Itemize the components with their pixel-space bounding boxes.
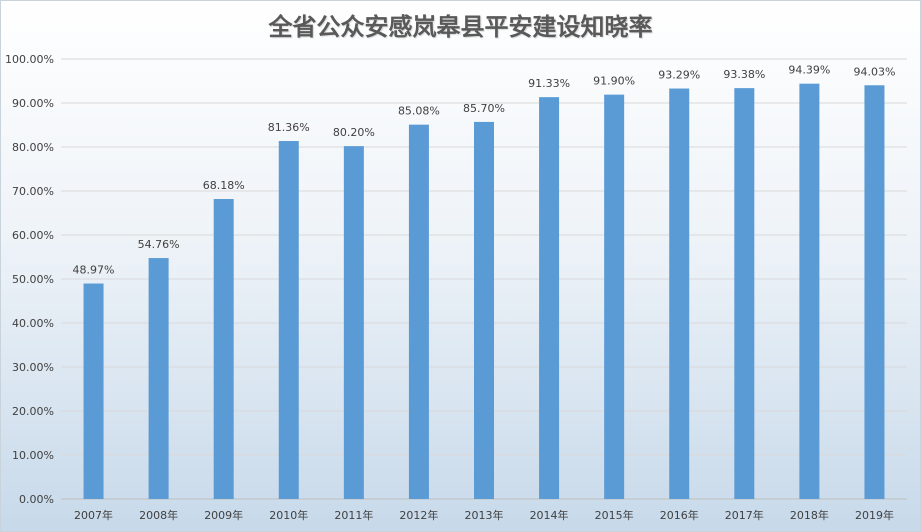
bar: [343, 146, 364, 499]
bar: [148, 258, 169, 499]
data-label: 48.97%: [73, 264, 115, 277]
data-label: 93.29%: [658, 69, 700, 82]
bar: [213, 199, 234, 499]
data-label: 85.08%: [398, 105, 440, 118]
data-label: 94.03%: [853, 65, 895, 78]
data-label: 54.76%: [138, 238, 180, 251]
x-tick-label: 2009年: [204, 508, 243, 522]
bar: [864, 85, 885, 499]
data-label: 81.36%: [268, 121, 310, 134]
bar: [799, 83, 820, 500]
data-label: 94.39%: [788, 64, 830, 77]
x-tick-label: 2015年: [595, 508, 634, 522]
x-tick-label: 2014年: [530, 508, 569, 522]
bar: [734, 88, 755, 500]
y-tick-label: 10.00%: [12, 449, 54, 462]
bar: [539, 97, 560, 499]
bar: [83, 283, 104, 499]
data-label: 91.33%: [528, 77, 570, 90]
x-tick-label: 2017年: [725, 508, 764, 522]
data-label: 80.20%: [333, 126, 375, 139]
data-label: 68.18%: [203, 179, 245, 192]
x-tick-label: 2012年: [399, 508, 438, 522]
x-tick-label: 2018年: [790, 508, 829, 522]
x-tick-label: 2007年: [74, 508, 113, 522]
x-tick-label: 2011年: [334, 508, 373, 522]
bar: [669, 88, 690, 500]
y-tick-label: 50.00%: [12, 273, 54, 286]
data-label: 93.38%: [723, 68, 765, 81]
bar: [408, 124, 429, 499]
x-tick-label: 2013年: [465, 508, 504, 522]
y-tick-label: 20.00%: [12, 405, 54, 418]
y-tick-label: 40.00%: [12, 317, 54, 330]
y-tick-label: 90.00%: [12, 97, 54, 110]
bar: [474, 121, 494, 500]
chart-title: 全省公众安感岚皋县平安建设知晓率: [268, 12, 653, 41]
data-label: 91.90%: [593, 75, 635, 88]
x-tick-label: 2019年: [855, 508, 894, 522]
x-tick-label: 2016年: [660, 508, 699, 522]
y-tick-label: 70.00%: [12, 185, 54, 198]
x-tick-label: 2010年: [269, 508, 308, 522]
y-tick-label: 100.00%: [5, 53, 54, 66]
x-tick-label: 2008年: [139, 508, 178, 522]
bar: [278, 141, 299, 500]
y-tick-label: 60.00%: [12, 229, 54, 242]
data-label: 85.70%: [463, 102, 505, 115]
y-tick-label: 30.00%: [12, 361, 54, 374]
bar: [604, 94, 625, 499]
y-tick-label: 0.00%: [19, 493, 54, 506]
y-tick-label: 80.00%: [12, 141, 54, 154]
